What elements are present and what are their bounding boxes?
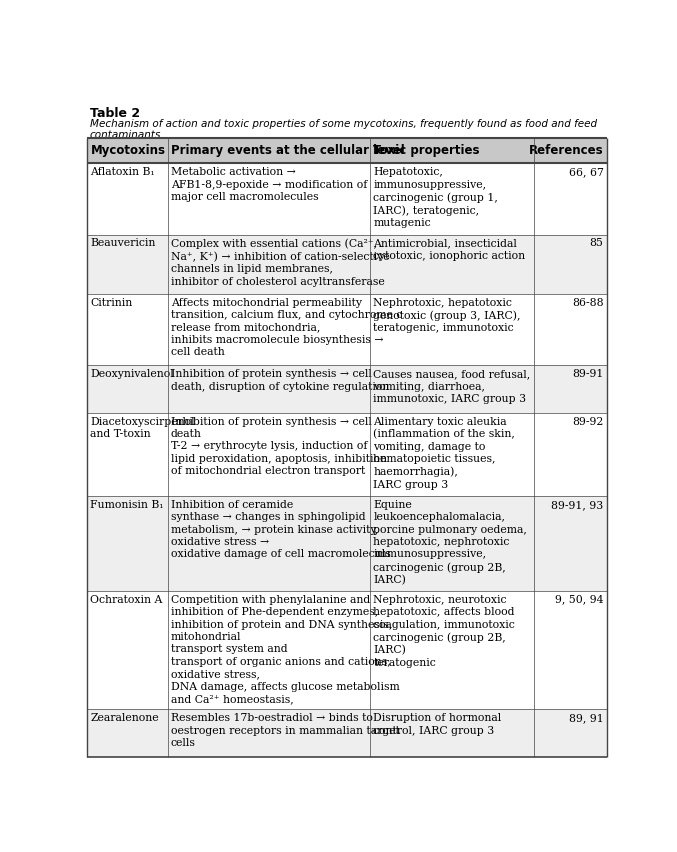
Text: 85: 85 [590,239,603,249]
Text: Metabolic activation →
AFB1-8,9-epoxide → modification of
major cell macromolecu: Metabolic activation → AFB1-8,9-epoxide … [171,167,368,202]
Text: Causes nausea, food refusal,
vomiting, diarrhoea,
immunotoxic, IARC group 3: Causes nausea, food refusal, vomiting, d… [374,369,531,404]
Text: Zearalenone: Zearalenone [91,713,159,723]
Text: Equine
leukoencephalomalacia,
porcine pulmonary oedema,
hepatotoxic, nephrotoxic: Equine leukoencephalomalacia, porcine pu… [374,500,527,585]
Text: 86-88: 86-88 [572,298,603,308]
Text: Diacetoxyscirpenol
and T-toxin: Diacetoxyscirpenol and T-toxin [91,417,195,439]
Bar [87,412,607,496]
Text: Toxic properties: Toxic properties [374,144,480,158]
Text: Fumonisin B₁: Fumonisin B₁ [91,500,164,509]
Text: Alimentary toxic aleukia
(inflammation of the skin,
vomiting, damage to
hematopo: Alimentary toxic aleukia (inflammation o… [374,417,515,490]
Text: Aflatoxin B₁: Aflatoxin B₁ [91,167,155,177]
Bar [87,234,607,294]
Text: Hepatotoxic,
immunosuppressive,
carcinogenic (group 1,
IARC), teratogenic,
mutag: Hepatotoxic, immunosuppressive, carcinog… [374,167,498,228]
Text: Nephrotoxic, hepatotoxic
genotoxic (group 3, IARC),
teratogenic, immunotoxic: Nephrotoxic, hepatotoxic genotoxic (grou… [374,298,521,333]
Text: Primary events at the cellular level: Primary events at the cellular level [171,144,405,158]
Bar [87,164,607,234]
Bar [87,366,607,412]
Text: Inhibition of protein synthesis → cell
death
T-2 → erythrocyte lysis, induction : Inhibition of protein synthesis → cell d… [171,417,387,476]
Text: Inhibition of ceramide
synthase → changes in sphingolipid
metabolism, → protein : Inhibition of ceramide synthase → change… [171,500,391,560]
Text: Affects mitochondrial permeability
transition, calcium flux, and cytochrome c
re: Affects mitochondrial permeability trans… [171,298,402,358]
Text: Table 2: Table 2 [90,106,140,120]
Text: Resembles 17b-oestradiol → binds to
oestrogen receptors in mammalian target
cell: Resembles 17b-oestradiol → binds to oest… [171,713,400,748]
Text: 66, 67: 66, 67 [569,167,603,177]
Text: 89-91, 93: 89-91, 93 [551,500,603,509]
Text: 89, 91: 89, 91 [569,713,603,723]
Bar [87,138,607,164]
Text: 89-92: 89-92 [572,417,603,427]
Text: Antimicrobial, insecticidal
cytotoxic, ionophoric action: Antimicrobial, insecticidal cytotoxic, i… [374,239,525,261]
Text: Ochratoxin A: Ochratoxin A [91,595,162,605]
Bar [87,496,607,590]
Text: Disruption of hormonal
control, IARC group 3: Disruption of hormonal control, IARC gro… [374,713,502,736]
Bar [87,294,607,366]
Text: Inhibition of protein synthesis → cell
death, disruption of cytokine regulation: Inhibition of protein synthesis → cell d… [171,369,389,392]
Text: Mechanism of action and toxic properties of some mycotoxins, frequently found as: Mechanism of action and toxic properties… [90,118,597,141]
Text: Complex with essential cations (Ca²⁺,
Na⁺, K⁺) → inhibition of cation-selective
: Complex with essential cations (Ca²⁺, Na… [171,239,389,286]
Text: References: References [529,144,603,158]
Bar [87,710,607,757]
Text: Deoxynivalenol: Deoxynivalenol [91,369,174,379]
Text: Competition with phenylalanine and
inhibition of Phe-dependent enzymes,
inhibiti: Competition with phenylalanine and inhib… [171,595,399,704]
Text: Beauvericin: Beauvericin [91,239,156,249]
Bar [87,590,607,710]
Text: Mycotoxins: Mycotoxins [91,144,165,158]
Text: Citrinin: Citrinin [91,298,133,308]
Text: 89-91: 89-91 [572,369,603,379]
Text: Nephrotoxic, neurotoxic
hepatotoxic, affects blood
coagulation, immunotoxic
carc: Nephrotoxic, neurotoxic hepatotoxic, aff… [374,595,515,668]
Text: 9, 50, 94: 9, 50, 94 [555,595,603,605]
